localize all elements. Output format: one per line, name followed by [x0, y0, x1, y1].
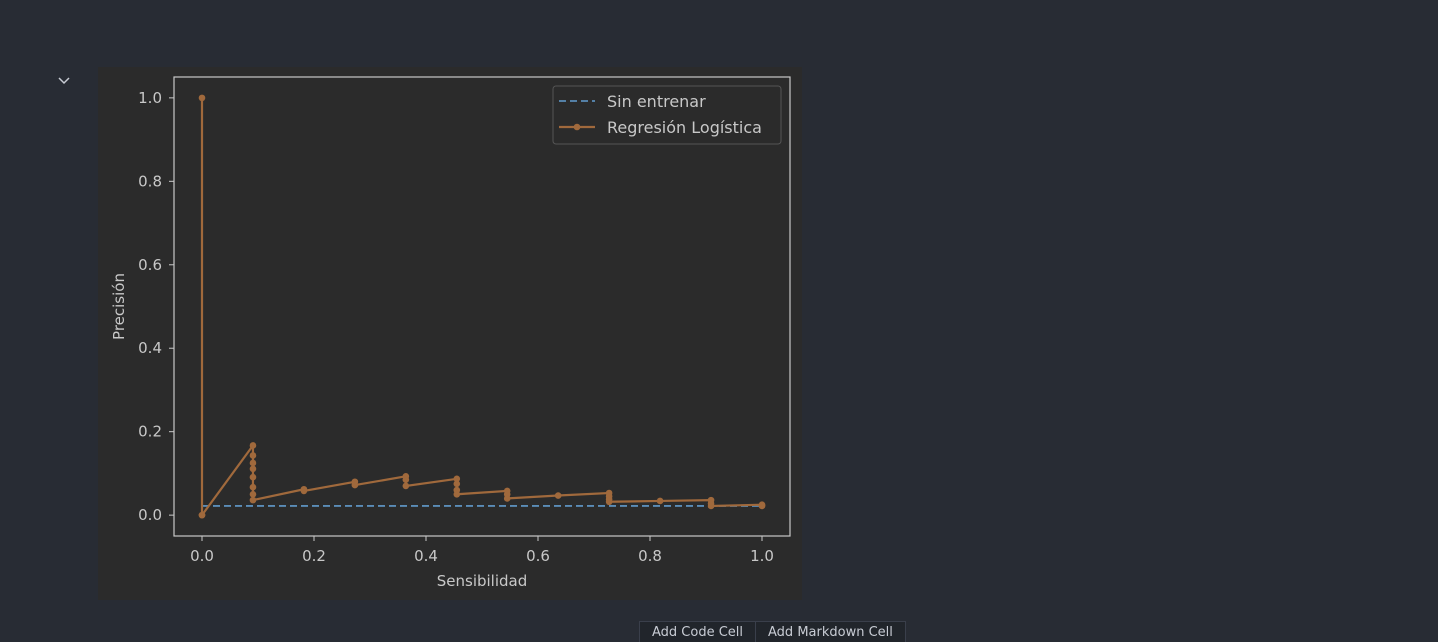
- add-code-cell-button[interactable]: Add Code Cell: [639, 621, 757, 642]
- series-point: [300, 487, 308, 495]
- precision-recall-chart: 0.0 0.2 0.4 0.6 0.8 1.0 0.0 0.2 0.4 0.6 0.8 1.0 Sen…: [110, 76, 791, 590]
- chart-marks: [198, 94, 766, 519]
- series-point: [249, 452, 257, 459]
- series-point: [198, 94, 206, 102]
- x-tick-label: 0.8: [638, 547, 662, 565]
- series-point: [453, 475, 461, 483]
- series-point: [605, 498, 613, 506]
- series-point: [453, 490, 461, 498]
- series-point: [351, 481, 359, 489]
- cell-toolbar: Add Code Cell Add Markdown Cell: [639, 621, 906, 642]
- series-point: [402, 476, 410, 483]
- series-point: [249, 459, 257, 467]
- series-point: [503, 495, 511, 502]
- y-tick-label: 0.0: [138, 506, 162, 524]
- x-axis-label: Sensibilidad: [437, 572, 528, 590]
- series-point: [249, 465, 257, 473]
- series-point: [249, 442, 257, 449]
- legend-marker-regresion-logistica: [573, 123, 581, 131]
- chart-legend: Sin entrenar Regresión Logística: [552, 85, 782, 145]
- axis-ticks: 0.0 0.2 0.4 0.6 0.8 1.0 0.0 0.2 0.4 0.6 0.8 1.0: [138, 89, 774, 565]
- add-markdown-cell-button[interactable]: Add Markdown Cell: [756, 621, 906, 642]
- y-axis-label: Precisión: [110, 273, 128, 340]
- series-point: [249, 473, 257, 481]
- y-tick-label: 0.2: [138, 423, 162, 441]
- series-line-1: [200, 97, 764, 519]
- series-point: [453, 480, 461, 488]
- series-point: [707, 502, 715, 510]
- y-tick-label: 0.6: [138, 256, 162, 274]
- x-tick-label: 0.6: [526, 547, 550, 565]
- series-point: [656, 497, 664, 505]
- series-point: [249, 490, 257, 498]
- y-tick-label: 1.0: [138, 89, 162, 107]
- x-tick-label: 1.0: [750, 547, 774, 565]
- chevron-down-icon: [58, 77, 70, 85]
- legend-entry-sin-entrenar: Sin entrenar: [607, 92, 706, 111]
- series-point: [249, 483, 257, 491]
- series-point: [402, 482, 410, 490]
- series-point: [554, 492, 562, 499]
- y-tick-label: 0.8: [138, 172, 162, 190]
- x-tick-label: 0.0: [190, 547, 214, 565]
- legend-box: [552, 85, 782, 145]
- series-point: [198, 511, 206, 519]
- axes-frame: [173, 76, 791, 537]
- collapse-output-button[interactable]: [56, 72, 72, 88]
- x-tick-label: 0.2: [302, 547, 326, 565]
- legend-entry-regresion-logistica: Regresión Logística: [607, 118, 762, 137]
- series-point: [758, 502, 766, 510]
- cell-output: 0.0 0.2 0.4 0.6 0.8 1.0 0.0 0.2 0.4 0.6 0.8 1.0 Sen…: [98, 67, 802, 600]
- x-tick-label: 0.4: [414, 547, 438, 565]
- y-tick-label: 0.4: [138, 339, 162, 357]
- series-point: [249, 496, 257, 504]
